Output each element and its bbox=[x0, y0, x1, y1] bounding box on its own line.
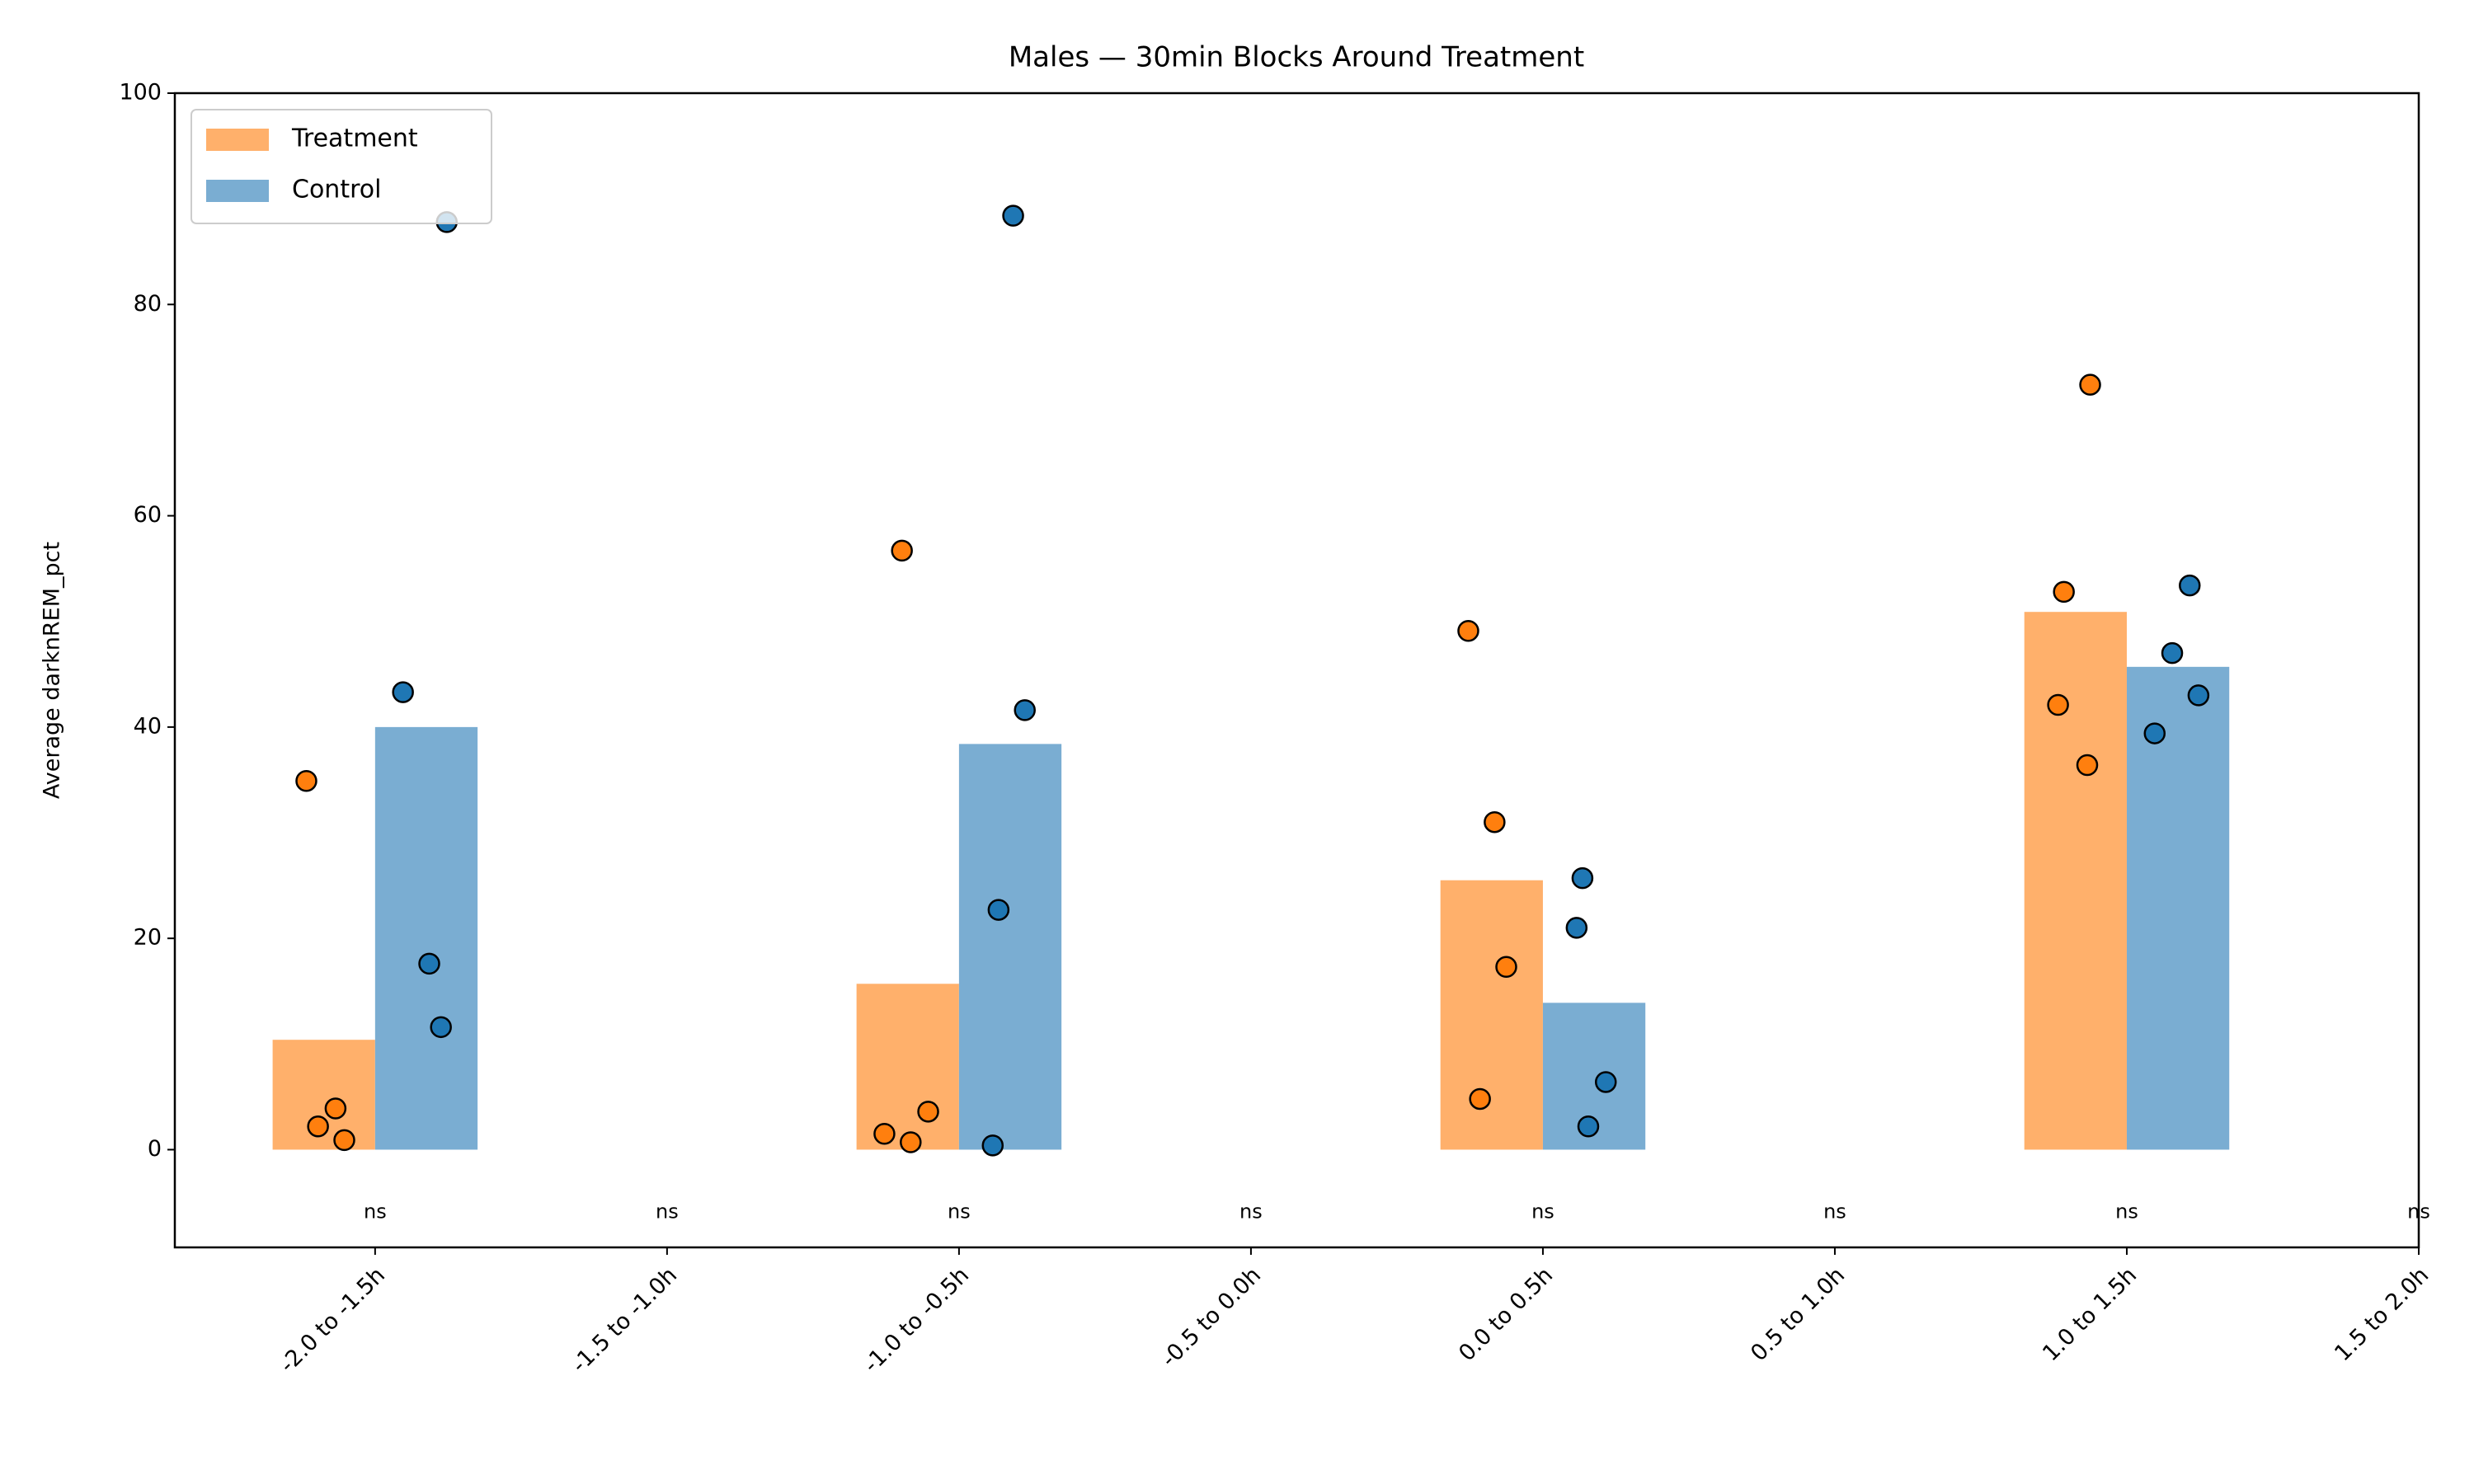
data-point bbox=[1002, 204, 1024, 227]
data-point bbox=[1495, 956, 1517, 979]
data-point bbox=[1457, 620, 1479, 642]
data-point bbox=[333, 1129, 355, 1152]
data-point bbox=[430, 1016, 452, 1039]
data-point bbox=[418, 952, 440, 975]
annotation: ns bbox=[2115, 1200, 2138, 1223]
bar bbox=[856, 984, 959, 1150]
data-point bbox=[1571, 866, 1594, 890]
y-tick-label: 60 bbox=[134, 502, 162, 528]
data-point bbox=[2053, 580, 2075, 603]
y-tick-label: 20 bbox=[134, 925, 162, 951]
annotation: ns bbox=[948, 1200, 971, 1223]
y-tick-label: 80 bbox=[134, 291, 162, 317]
annotation: ns bbox=[1531, 1200, 1554, 1223]
bar bbox=[1440, 880, 1543, 1150]
annotation: ns bbox=[656, 1200, 679, 1223]
data-point bbox=[392, 681, 414, 703]
data-point bbox=[1014, 699, 1036, 721]
plot-frame bbox=[173, 92, 2420, 1249]
annotation: ns bbox=[1823, 1200, 1846, 1223]
data-point bbox=[987, 899, 1010, 921]
y-axis-label: Average darknREM_pct bbox=[40, 542, 65, 799]
data-point bbox=[1594, 1071, 1617, 1093]
data-point bbox=[2143, 722, 2166, 744]
data-point bbox=[307, 1115, 329, 1138]
annotation: ns bbox=[1239, 1200, 1263, 1223]
data-point bbox=[295, 769, 317, 792]
data-point bbox=[981, 1134, 1004, 1157]
data-point bbox=[917, 1101, 939, 1123]
y-tick-label: 0 bbox=[148, 1136, 162, 1162]
data-point bbox=[900, 1131, 922, 1153]
legend-label: Control bbox=[292, 176, 381, 204]
data-point bbox=[2161, 641, 2184, 665]
data-point bbox=[873, 1122, 896, 1145]
data-point bbox=[2187, 684, 2210, 707]
y-tick-label: 40 bbox=[134, 713, 162, 739]
bar bbox=[2126, 666, 2230, 1150]
data-point bbox=[2047, 693, 2069, 716]
legend-label: Treatment bbox=[291, 124, 418, 153]
bar bbox=[2024, 612, 2127, 1150]
legend-swatch bbox=[206, 180, 269, 202]
bar bbox=[958, 744, 1062, 1150]
data-point bbox=[2076, 754, 2099, 777]
data-point bbox=[1565, 917, 1588, 939]
data-point bbox=[891, 539, 913, 562]
data-point bbox=[324, 1097, 347, 1120]
chart-title: Males — 30min Blocks Around Treatment bbox=[1009, 41, 1584, 74]
data-point bbox=[1484, 810, 1506, 834]
y-tick-label: 100 bbox=[119, 80, 162, 106]
data-point bbox=[1577, 1115, 1600, 1138]
data-point bbox=[2179, 574, 2201, 597]
legend-swatch bbox=[206, 129, 269, 151]
bar bbox=[374, 726, 478, 1150]
data-point bbox=[2079, 373, 2101, 396]
annotation: ns bbox=[364, 1200, 387, 1223]
data-point bbox=[1469, 1087, 1491, 1111]
